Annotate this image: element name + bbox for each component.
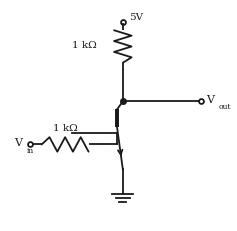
Text: 1 kΩ: 1 kΩ bbox=[72, 41, 97, 49]
Text: 1 kΩ: 1 kΩ bbox=[53, 123, 77, 132]
Text: 5V: 5V bbox=[129, 13, 143, 22]
Text: out: out bbox=[219, 103, 231, 110]
Text: in: in bbox=[27, 146, 34, 155]
Text: V: V bbox=[14, 138, 22, 148]
Text: V: V bbox=[206, 95, 214, 105]
